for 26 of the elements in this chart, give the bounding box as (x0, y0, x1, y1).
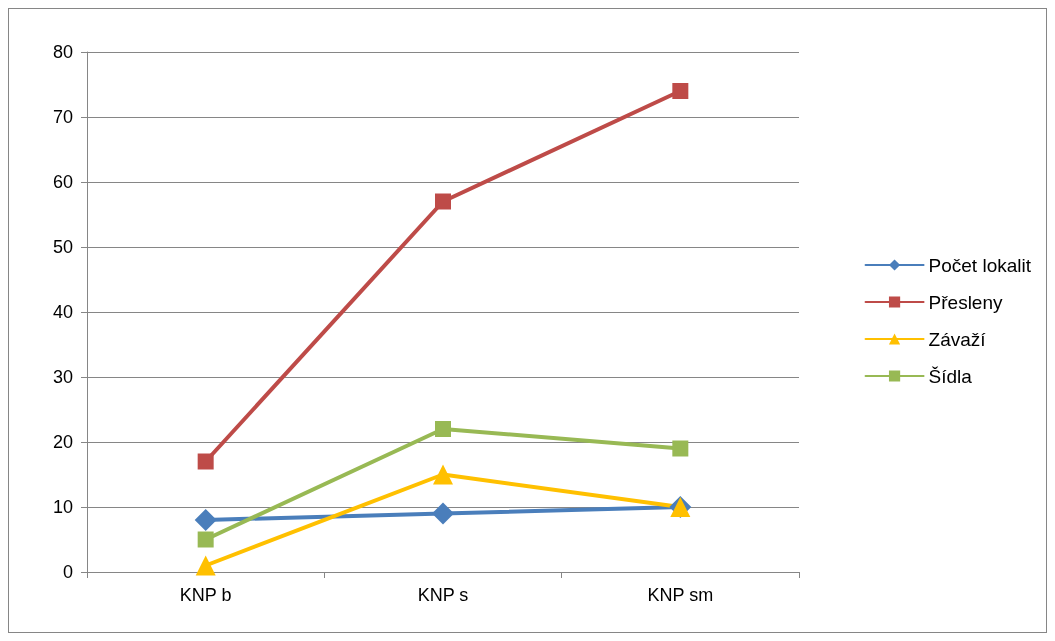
y-tick-label: 0 (62, 562, 73, 582)
legend-label: Přesleny (928, 291, 1003, 313)
point (672, 440, 689, 457)
point (435, 421, 451, 437)
point (672, 83, 689, 99)
point (194, 509, 217, 531)
legend-label: Počet lokalit (928, 254, 1032, 276)
y-tick-label: 60 (52, 172, 73, 192)
x-tick-label: KNP s (417, 585, 469, 605)
point (435, 193, 451, 210)
y-tick-label: 80 (52, 42, 73, 62)
y-tick-label: 50 (52, 237, 73, 257)
point (197, 453, 214, 470)
y-tick-label: 40 (52, 302, 73, 322)
x-tick-label: KNP b (179, 585, 232, 605)
y-tick-label: 70 (52, 107, 73, 127)
point (432, 502, 454, 525)
y-tick-label: 20 (52, 432, 73, 452)
point (433, 464, 453, 485)
y-tick-label: 30 (52, 367, 73, 387)
legend-label: Závaží (928, 328, 987, 350)
x-tick-label: KNP sm (647, 585, 714, 605)
legend-label: Šídla (928, 365, 973, 387)
point (195, 555, 216, 576)
point (197, 531, 214, 548)
y-tick-label: 10 (52, 497, 73, 517)
